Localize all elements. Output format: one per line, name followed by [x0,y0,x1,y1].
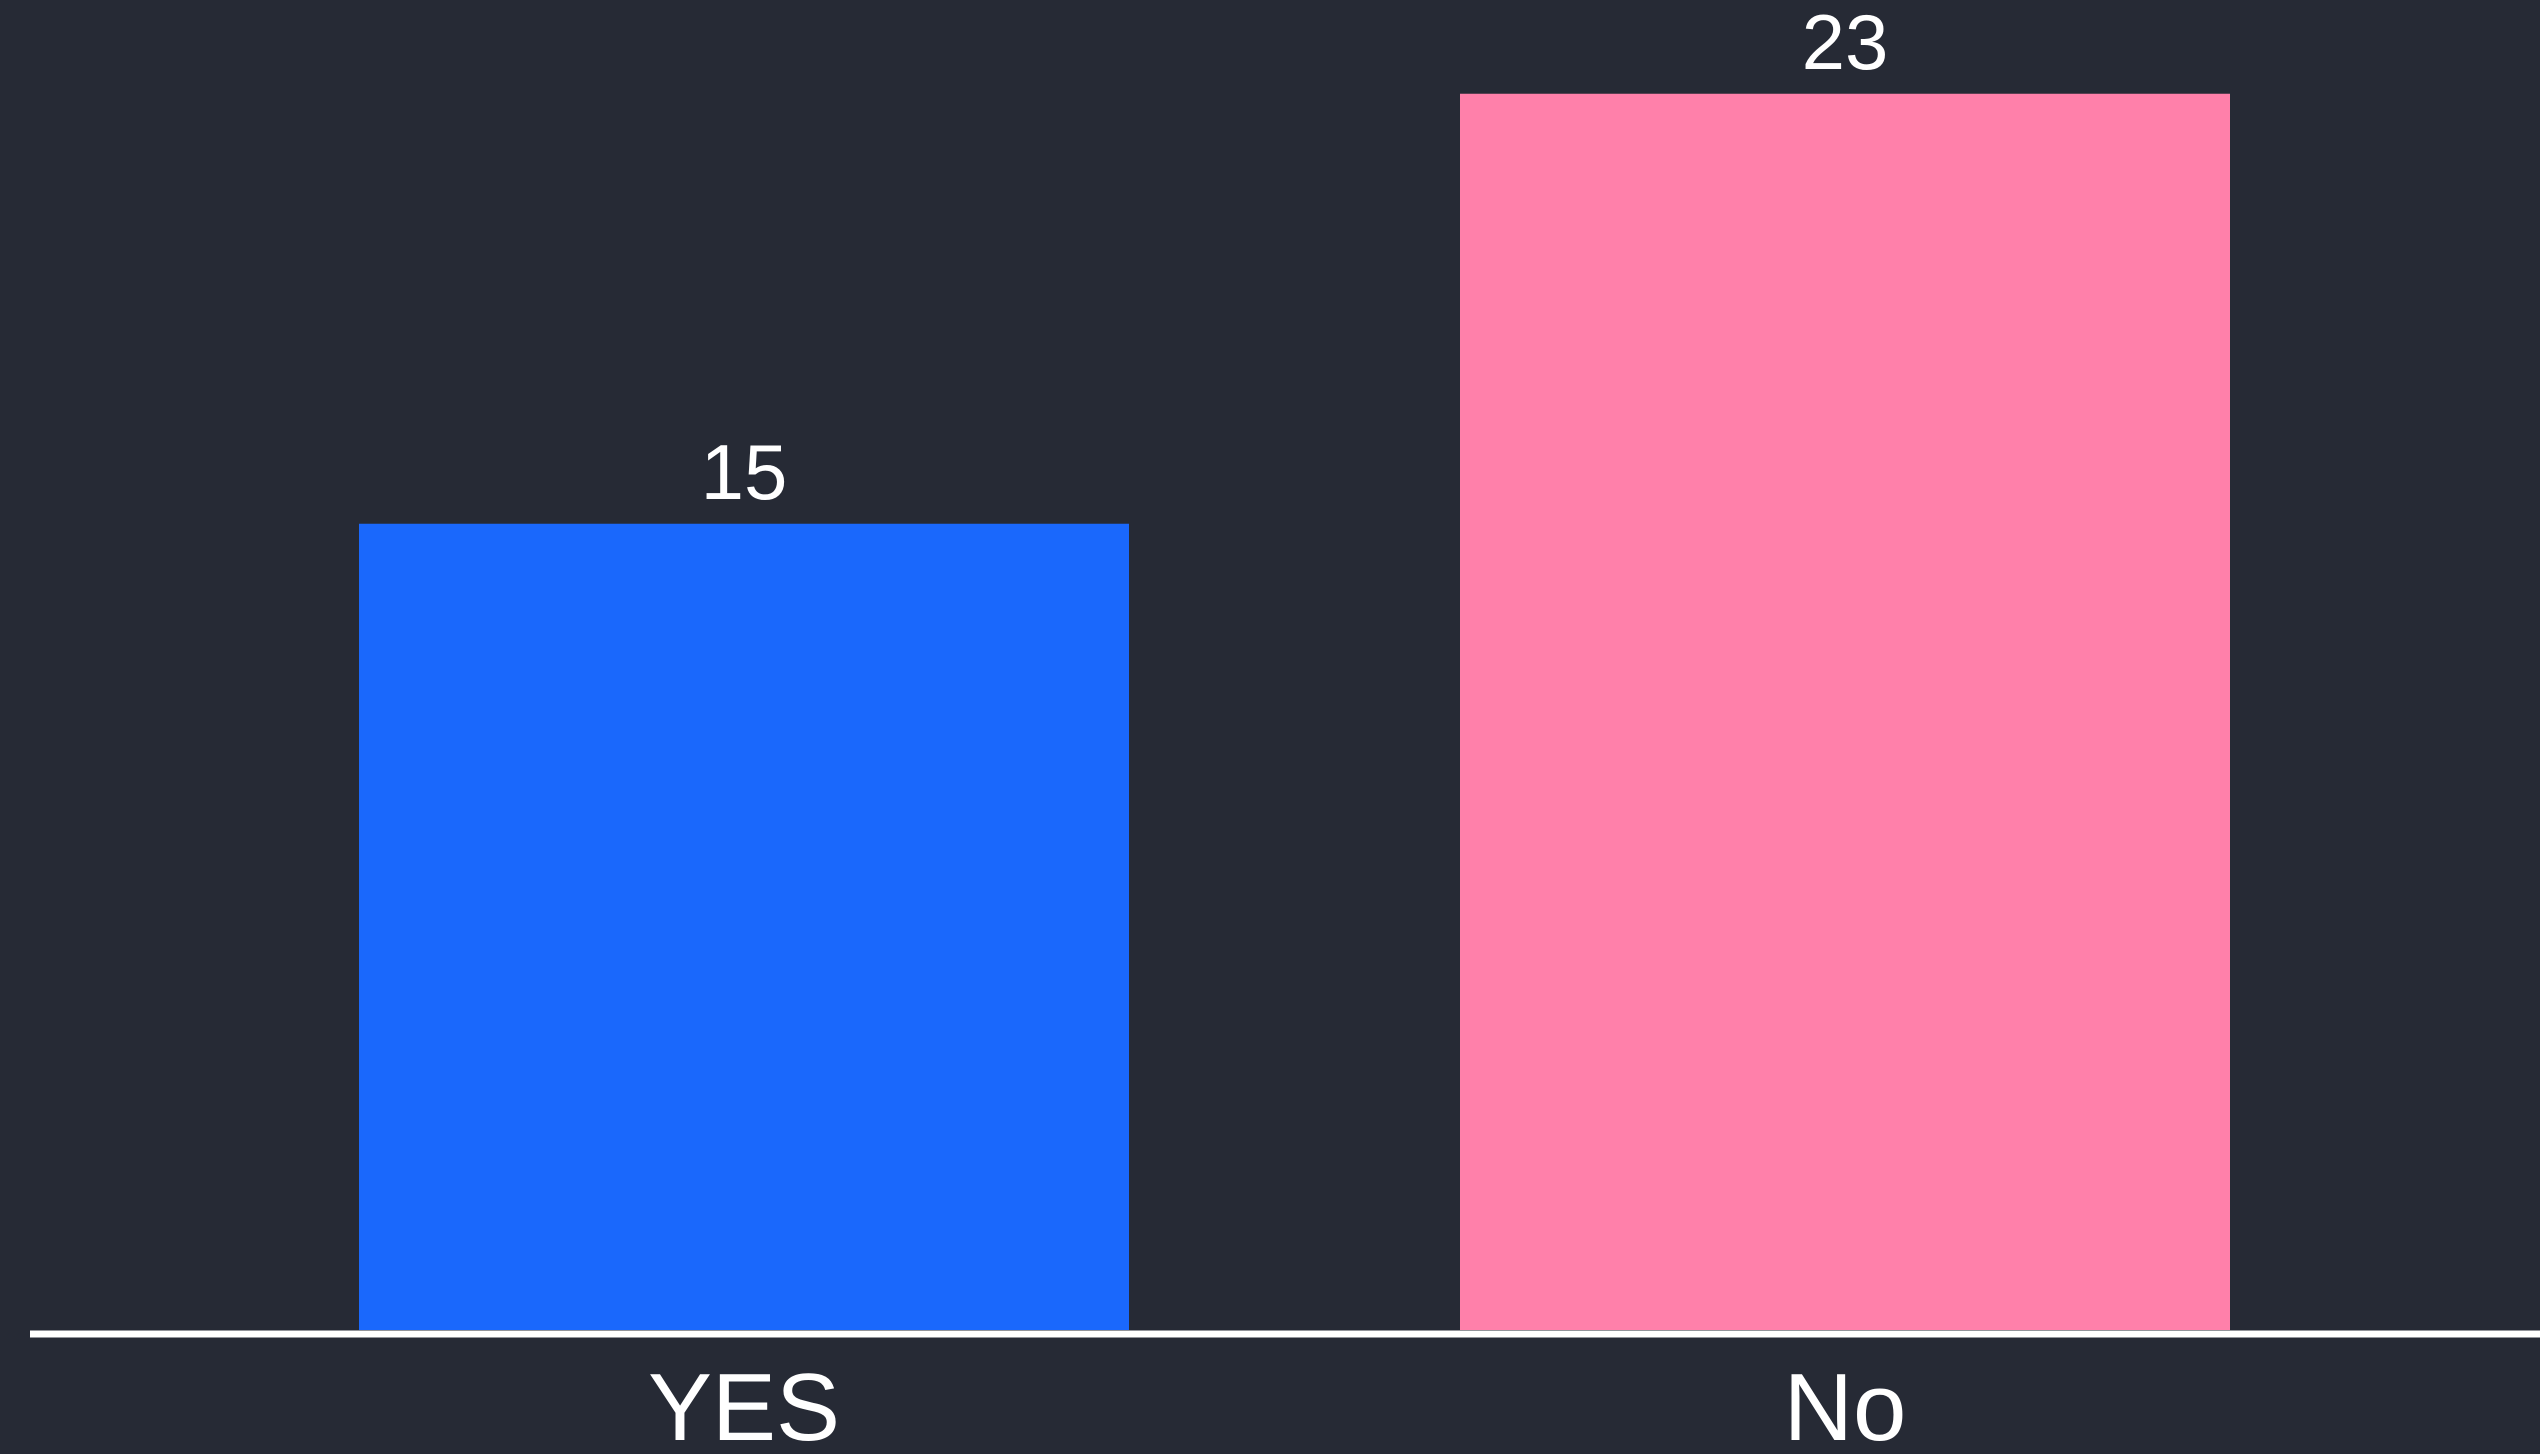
bars-layer [359,93,2230,1330]
data-label-yes: 15 [701,428,788,516]
x-tick-label-no: No [1784,1354,1907,1454]
bar-yes [359,523,1129,1330]
x-tick-label-yes: YES [648,1354,840,1454]
data-label-no: 23 [1802,0,1889,86]
labels-layer: 15 YES 23 No [648,0,1906,1454]
bar-no [1460,93,2230,1330]
